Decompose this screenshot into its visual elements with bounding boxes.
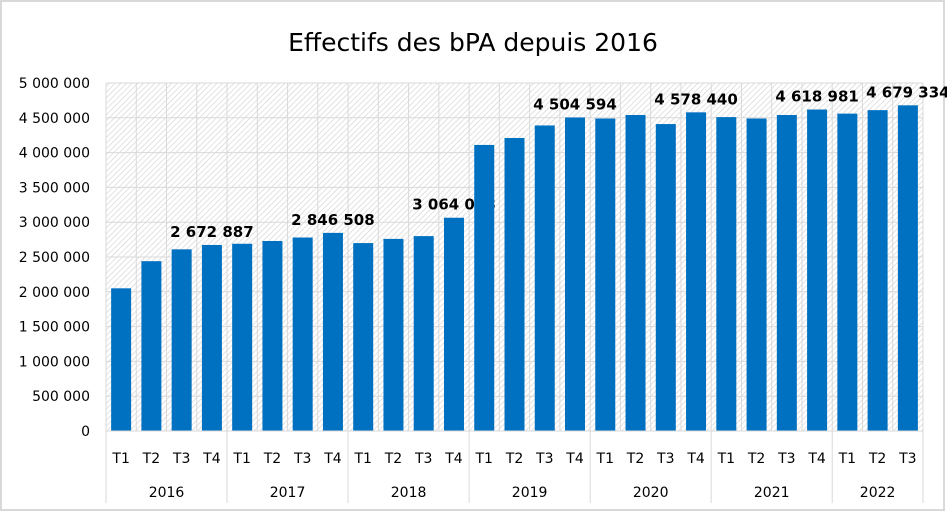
x-tick-label-year: 2021 bbox=[754, 485, 790, 501]
x-tick-label-year: 2018 bbox=[391, 485, 427, 501]
y-tick-label: 2 000 000 bbox=[19, 285, 90, 301]
x-tick-label-quarter: T3 bbox=[898, 451, 916, 467]
bar bbox=[746, 118, 767, 431]
x-tick-label-quarter: T4 bbox=[444, 451, 463, 467]
bar bbox=[897, 105, 918, 431]
bar bbox=[504, 137, 525, 431]
bar bbox=[807, 109, 828, 431]
x-tick-label-quarter: T3 bbox=[656, 451, 674, 467]
y-tick-label: 1 000 000 bbox=[19, 354, 90, 370]
plot-area: 0 500 000 1 000 000 1 500 000 2 000 000 2 500… bbox=[19, 76, 947, 503]
bar bbox=[686, 112, 707, 431]
bar bbox=[232, 243, 253, 431]
x-tick-label-quarter: T1 bbox=[353, 451, 371, 467]
x-tick-label-quarter: T2 bbox=[263, 451, 281, 467]
data-label: 4 578 440 bbox=[654, 90, 738, 108]
x-tick-label-quarter: T4 bbox=[686, 451, 705, 467]
x-tick-label-quarter: T2 bbox=[868, 451, 886, 467]
bar bbox=[867, 110, 888, 432]
x-tick-label-quarter: T2 bbox=[747, 451, 765, 467]
bar bbox=[716, 117, 737, 431]
x-tick-label-year: 2016 bbox=[149, 485, 185, 501]
y-tick-label: 0 bbox=[81, 424, 90, 440]
bar bbox=[837, 113, 858, 432]
bar bbox=[383, 238, 404, 431]
x-tick-label-quarter: T1 bbox=[838, 451, 856, 467]
chart-title: Effectifs des bPA depuis 2016 bbox=[288, 28, 658, 57]
x-tick-label-quarter: T1 bbox=[596, 451, 614, 467]
x-tick-label-quarter: T4 bbox=[807, 451, 826, 467]
x-tick-label-quarter: T4 bbox=[202, 451, 221, 467]
y-tick-label: 5 000 000 bbox=[19, 76, 90, 92]
data-label: 4 679 334 bbox=[866, 83, 947, 101]
y-tick-label: 2 500 000 bbox=[19, 250, 90, 266]
x-tick-label-quarter: T2 bbox=[626, 451, 644, 467]
x-tick-label-quarter: T3 bbox=[414, 451, 432, 467]
x-tick-label-year: 2022 bbox=[860, 485, 896, 501]
x-tick-label-quarter: T3 bbox=[777, 451, 795, 467]
bar bbox=[443, 217, 464, 431]
data-label: 2 846 508 bbox=[291, 211, 375, 229]
x-tick-label-year: 2017 bbox=[270, 485, 306, 501]
y-tick-label: 3 000 000 bbox=[19, 215, 90, 231]
bar bbox=[413, 236, 434, 431]
bar bbox=[353, 243, 374, 431]
x-tick-label-quarter: T3 bbox=[535, 451, 553, 467]
x-tick-label-quarter: T4 bbox=[565, 451, 584, 467]
bar bbox=[595, 118, 616, 431]
bar bbox=[474, 144, 495, 431]
bar bbox=[201, 244, 222, 431]
bar bbox=[565, 117, 586, 431]
y-tick-label: 4 000 000 bbox=[19, 146, 90, 162]
x-tick-label-quarter: T4 bbox=[323, 451, 342, 467]
y-tick-label: 4 500 000 bbox=[19, 111, 90, 127]
y-tick-label: 1 500 000 bbox=[19, 320, 90, 336]
x-tick-label-quarter: T1 bbox=[111, 451, 129, 467]
data-label: 4 618 981 bbox=[775, 88, 859, 106]
x-tick-label-quarter: T2 bbox=[384, 451, 402, 467]
bar bbox=[262, 240, 283, 431]
x-tick-label-year: 2020 bbox=[633, 485, 669, 501]
bar bbox=[111, 288, 132, 431]
bar bbox=[322, 232, 343, 431]
bar bbox=[655, 124, 676, 432]
bar bbox=[292, 237, 313, 431]
y-tick-label: 3 500 000 bbox=[19, 180, 90, 196]
bar bbox=[534, 125, 555, 432]
x-tick-label-quarter: T3 bbox=[293, 451, 311, 467]
x-tick-label-quarter: T3 bbox=[172, 451, 190, 467]
bar bbox=[141, 261, 162, 431]
bar bbox=[171, 249, 192, 431]
x-tick-label-quarter: T2 bbox=[505, 451, 523, 467]
data-label: 2 672 887 bbox=[170, 223, 254, 241]
x-tick-label-quarter: T1 bbox=[717, 451, 735, 467]
x-tick-label-quarter: T1 bbox=[232, 451, 250, 467]
y-tick-label: 500 000 bbox=[32, 389, 90, 405]
bar bbox=[625, 115, 646, 432]
bar bbox=[776, 115, 797, 432]
x-tick-label-year: 2019 bbox=[512, 485, 548, 501]
data-label: 4 504 594 bbox=[533, 95, 617, 113]
x-tick-label-quarter: T2 bbox=[142, 451, 160, 467]
x-tick-label-quarter: T1 bbox=[475, 451, 493, 467]
